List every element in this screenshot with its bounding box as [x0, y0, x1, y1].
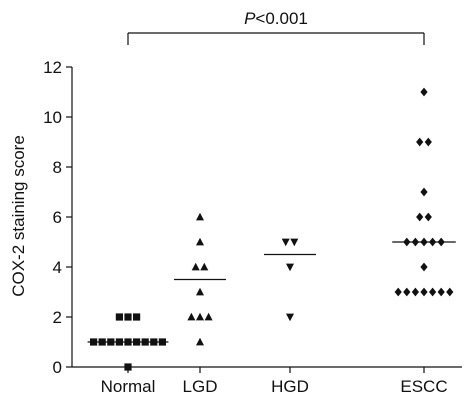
data-point-escc	[420, 187, 428, 197]
y-tick-label: 10	[43, 108, 62, 127]
data-point-hgd	[286, 313, 294, 322]
category-label-escc: ESCC	[400, 377, 447, 396]
data-points	[90, 87, 454, 371]
data-point-escc	[446, 287, 454, 297]
p-value-text: <0.001	[255, 9, 307, 28]
y-ticks: 0 2 4 6 8 10 12	[43, 58, 72, 377]
data-point-escc	[420, 87, 428, 97]
y-tick-label: 6	[53, 208, 62, 227]
y-tick-label: 8	[53, 158, 62, 177]
data-point-lgd	[196, 337, 204, 346]
data-point-hgd	[281, 238, 290, 247]
y-tick-label: 12	[43, 58, 62, 77]
p-value-label: P<0.001	[244, 9, 308, 28]
data-point-escc	[437, 287, 445, 297]
data-point-hgd	[290, 238, 299, 247]
data-point-escc	[420, 262, 428, 272]
data-point-lgd	[200, 262, 209, 271]
data-point-escc	[416, 137, 424, 147]
data-point-escc	[424, 212, 432, 222]
y-axis-label: COX-2 staining score	[9, 135, 28, 297]
data-point-lgd	[187, 312, 196, 321]
category-label-lgd: LGD	[183, 377, 218, 396]
y-tick-label: 0	[53, 358, 62, 377]
data-point-lgd	[196, 237, 204, 246]
x-ticks: Normal LGD HGD ESCC	[101, 367, 448, 396]
data-point-normal	[124, 313, 132, 321]
median-lines	[87, 241, 456, 343]
data-point-lgd	[196, 287, 204, 296]
data-point-lgd	[196, 312, 204, 321]
data-point-escc	[403, 287, 411, 297]
data-point-escc	[411, 287, 419, 297]
data-point-normal	[124, 363, 132, 371]
data-point-lgd	[204, 312, 213, 321]
category-label-hgd: HGD	[271, 377, 309, 396]
data-point-normal	[133, 313, 141, 321]
data-point-lgd	[191, 262, 200, 271]
data-point-escc	[429, 287, 437, 297]
data-point-escc	[416, 212, 424, 222]
data-point-normal	[115, 313, 123, 321]
data-point-escc	[424, 137, 432, 147]
p-value-prefix: P	[244, 9, 256, 28]
data-point-escc	[420, 287, 428, 297]
y-tick-label: 4	[53, 258, 62, 277]
data-point-lgd	[196, 212, 204, 221]
y-tick-label: 2	[53, 308, 62, 327]
data-point-escc	[394, 287, 402, 297]
significance-bracket: P<0.001	[127, 9, 425, 45]
data-point-hgd	[286, 263, 294, 272]
category-label-normal: Normal	[101, 377, 156, 396]
